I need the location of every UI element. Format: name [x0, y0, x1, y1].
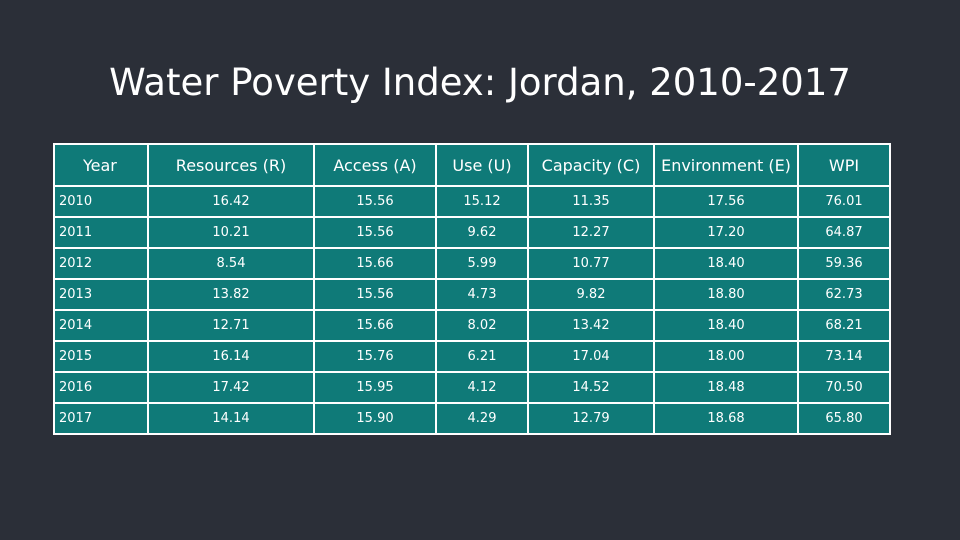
cell-use: 4.12: [435, 371, 529, 404]
cell-capacity: 10.77: [527, 247, 655, 280]
cell-environment: 18.48: [653, 371, 799, 404]
cell-access: 15.66: [313, 247, 437, 280]
cell-environment: 17.56: [653, 185, 799, 218]
table-row: 2013 13.82 15.56 4.73 9.82 18.80 62.73: [53, 278, 891, 311]
column-header-wpi: WPI: [797, 143, 891, 187]
cell-resources: 17.42: [147, 371, 315, 404]
table-row: 2010 16.42 15.56 15.12 11.35 17.56 76.01: [53, 185, 891, 218]
column-header-capacity: Capacity (C): [527, 143, 655, 187]
cell-resources: 16.14: [147, 340, 315, 373]
table-header-row: Year Resources (R) Access (A) Use (U) Ca…: [53, 143, 891, 187]
cell-wpi: 65.80: [797, 402, 891, 435]
cell-wpi: 59.36: [797, 247, 891, 280]
cell-capacity: 9.82: [527, 278, 655, 311]
column-header-year: Year: [53, 143, 149, 187]
wpi-table: Year Resources (R) Access (A) Use (U) Ca…: [53, 143, 891, 435]
cell-access: 15.95: [313, 371, 437, 404]
cell-wpi: 70.50: [797, 371, 891, 404]
cell-access: 15.56: [313, 278, 437, 311]
cell-environment: 18.80: [653, 278, 799, 311]
cell-access: 15.56: [313, 216, 437, 249]
table-row: 2012 8.54 15.66 5.99 10.77 18.40 59.36: [53, 247, 891, 280]
cell-environment: 18.68: [653, 402, 799, 435]
column-header-resources: Resources (R): [147, 143, 315, 187]
cell-capacity: 17.04: [527, 340, 655, 373]
cell-wpi: 62.73: [797, 278, 891, 311]
cell-capacity: 13.42: [527, 309, 655, 342]
cell-year: 2017: [53, 402, 149, 435]
cell-resources: 13.82: [147, 278, 315, 311]
table-row: 2017 14.14 15.90 4.29 12.79 18.68 65.80: [53, 402, 891, 435]
cell-year: 2010: [53, 185, 149, 218]
cell-use: 15.12: [435, 185, 529, 218]
cell-use: 4.29: [435, 402, 529, 435]
table-row: 2016 17.42 15.95 4.12 14.52 18.48 70.50: [53, 371, 891, 404]
cell-resources: 14.14: [147, 402, 315, 435]
cell-year: 2011: [53, 216, 149, 249]
cell-year: 2013: [53, 278, 149, 311]
cell-use: 6.21: [435, 340, 529, 373]
cell-use: 9.62: [435, 216, 529, 249]
cell-use: 5.99: [435, 247, 529, 280]
cell-capacity: 12.27: [527, 216, 655, 249]
cell-resources: 8.54: [147, 247, 315, 280]
cell-resources: 10.21: [147, 216, 315, 249]
cell-capacity: 11.35: [527, 185, 655, 218]
cell-capacity: 14.52: [527, 371, 655, 404]
cell-year: 2014: [53, 309, 149, 342]
cell-environment: 18.40: [653, 247, 799, 280]
cell-capacity: 12.79: [527, 402, 655, 435]
table-row: 2011 10.21 15.56 9.62 12.27 17.20 64.87: [53, 216, 891, 249]
table-row: 2015 16.14 15.76 6.21 17.04 18.00 73.14: [53, 340, 891, 373]
cell-wpi: 68.21: [797, 309, 891, 342]
cell-resources: 12.71: [147, 309, 315, 342]
cell-environment: 18.40: [653, 309, 799, 342]
cell-wpi: 76.01: [797, 185, 891, 218]
column-header-use: Use (U): [435, 143, 529, 187]
cell-year: 2012: [53, 247, 149, 280]
cell-resources: 16.42: [147, 185, 315, 218]
column-header-environment: Environment (E): [653, 143, 799, 187]
cell-environment: 18.00: [653, 340, 799, 373]
cell-access: 15.66: [313, 309, 437, 342]
cell-wpi: 73.14: [797, 340, 891, 373]
cell-access: 15.90: [313, 402, 437, 435]
column-header-access: Access (A): [313, 143, 437, 187]
cell-use: 8.02: [435, 309, 529, 342]
cell-wpi: 64.87: [797, 216, 891, 249]
cell-environment: 17.20: [653, 216, 799, 249]
page-title: Water Poverty Index: Jordan, 2010-2017: [109, 61, 851, 104]
cell-use: 4.73: [435, 278, 529, 311]
cell-year: 2016: [53, 371, 149, 404]
cell-year: 2015: [53, 340, 149, 373]
cell-access: 15.76: [313, 340, 437, 373]
table-row: 2014 12.71 15.66 8.02 13.42 18.40 68.21: [53, 309, 891, 342]
cell-access: 15.56: [313, 185, 437, 218]
